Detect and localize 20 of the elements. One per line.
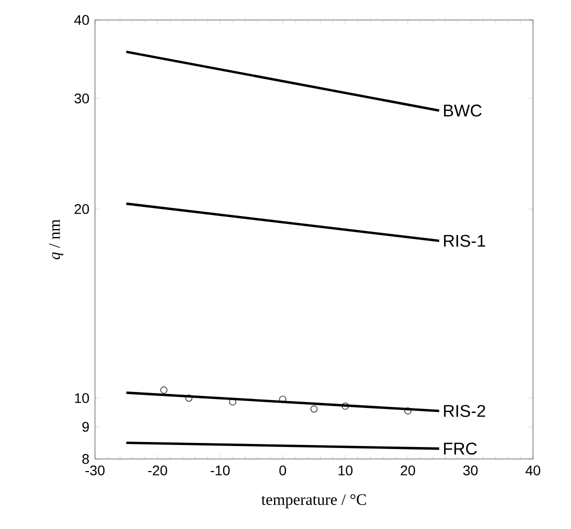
series-label: RIS-2: [444, 404, 486, 417]
x-tick-label: 10: [338, 465, 353, 476]
y-tick-label: 10: [75, 393, 89, 404]
y-tick-label: 20: [74, 204, 89, 214]
series-label: FRC: [444, 442, 477, 455]
y-tick-label: 8: [82, 454, 89, 464]
x-tick-label: 40: [526, 465, 540, 476]
y-tick-label: 40: [74, 15, 89, 25]
series-label: RIS-1: [444, 234, 486, 247]
x-tick-label: 20: [400, 465, 416, 476]
x-tick-label: -10: [210, 465, 230, 476]
x-tick-label: 30: [463, 465, 478, 476]
y-axis-title: q / nm: [49, 219, 64, 260]
x-tick-label: -30: [86, 465, 105, 476]
x-tick-label: -20: [148, 465, 168, 476]
y-tick-label: 30: [74, 94, 89, 104]
y-tick-label: 9: [82, 422, 89, 432]
series-label: BWC: [444, 104, 482, 117]
x-tick-label: 0: [279, 465, 286, 476]
x-axis-title: temperature / °C: [261, 494, 366, 508]
